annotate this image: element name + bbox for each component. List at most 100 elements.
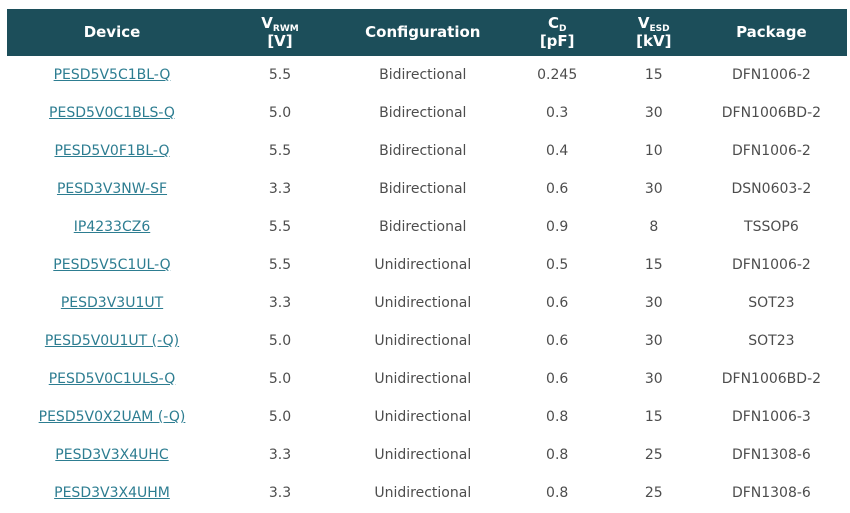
vesd-cell: 10: [611, 132, 696, 170]
device-link[interactable]: PESD5V5C1UL-Q: [53, 257, 171, 273]
cd-cell: 0.8: [502, 398, 612, 436]
device-cell: IP4233CZ6: [7, 208, 217, 246]
device-link[interactable]: PESD5V0C1BLS-Q: [49, 105, 175, 121]
column-header-vesd-symbol: VESD: [637, 14, 670, 35]
device-cell: PESD5V5C1BL-Q: [7, 56, 217, 94]
cd-cell: 0.4: [502, 132, 612, 170]
device-cell: PESD5V0X2UAM (-Q): [7, 398, 217, 436]
device-link[interactable]: PESD5V0F1BL-Q: [54, 143, 170, 159]
device-link[interactable]: PESD3V3X4UHC: [55, 447, 169, 463]
table-row: PESD3V3NW-SF 3.3 Bidirectional 0.6 30 DSN0603…: [7, 170, 847, 208]
cd-cell: 0.245: [502, 56, 612, 94]
cd-cell: 0.5: [502, 246, 612, 284]
device-cell: PESD3V3NW-SF: [7, 170, 217, 208]
package-cell: DFN1308-6: [695, 474, 847, 512]
device-cell: PESD5V0C1ULS-Q: [7, 360, 217, 398]
package-cell: DFN1006-2: [695, 56, 847, 94]
cd-cell: 0.3: [502, 94, 612, 132]
device-cell: PESD5V0C1BLS-Q: [7, 94, 217, 132]
package-cell: DFN1006BD-2: [695, 94, 847, 132]
column-header-package-label: Package: [736, 22, 807, 41]
configuration-cell: Bidirectional: [343, 208, 503, 246]
vesd-cell: 15: [611, 56, 696, 94]
column-header-vesd: VESD [kV]: [611, 9, 696, 56]
vrwm-cell: 5.0: [217, 94, 343, 132]
package-cell: DSN0603-2: [695, 170, 847, 208]
device-link[interactable]: PESD3V3NW-SF: [56, 181, 168, 197]
vesd-cell: 15: [611, 246, 696, 284]
device-link[interactable]: PESD5V0U1UT (-Q): [44, 333, 180, 349]
configuration-cell: Unidirectional: [343, 436, 503, 474]
configuration-cell: Bidirectional: [343, 170, 503, 208]
vesd-cell: 30: [611, 170, 696, 208]
table-body: PESD5V5C1BL-Q 5.5 Bidirectional 0.245 15 DFN1…: [7, 56, 847, 512]
package-cell: SOT23: [695, 322, 847, 360]
cd-cell: 0.9: [502, 208, 612, 246]
vesd-cell: 30: [611, 94, 696, 132]
vrwm-cell: 5.5: [217, 56, 343, 94]
table-row: PESD5V0X2UAM (-Q) 5.0 Unidirectional 0.8 15 D…: [7, 398, 847, 436]
device-cell: PESD3V3X4UHM: [7, 474, 217, 512]
column-header-package: Package: [695, 9, 847, 56]
configuration-cell: Unidirectional: [343, 284, 503, 322]
column-header-configuration: Configuration: [343, 9, 503, 56]
device-link[interactable]: IP4233CZ6: [73, 219, 151, 235]
cd-cell: 0.6: [502, 322, 612, 360]
vesd-cell: 8: [611, 208, 696, 246]
column-header-configuration-label: Configuration: [365, 22, 481, 41]
vrwm-cell: 5.0: [217, 360, 343, 398]
vrwm-cell: 5.5: [217, 132, 343, 170]
column-header-vrwm-unit: [V]: [267, 31, 293, 50]
device-selection-table: Device VRWM [V] Configuration CD [pF] VE…: [7, 9, 847, 512]
table-row: PESD3V3U1UT 3.3 Unidirectional 0.6 30 SOT23: [7, 284, 847, 322]
vrwm-cell: 3.3: [217, 436, 343, 474]
table-row: PESD5V0C1BLS-Q 5.0 Bidirectional 0.3 30 DFN10…: [7, 94, 847, 132]
package-cell: TSSOP6: [695, 208, 847, 246]
column-header-cd: CD [pF]: [502, 9, 612, 56]
package-cell: DFN1308-6: [695, 436, 847, 474]
device-cell: PESD3V3U1UT: [7, 284, 217, 322]
header-row: Device VRWM [V] Configuration CD [pF] VE…: [7, 9, 847, 56]
package-cell: DFN1006-2: [695, 246, 847, 284]
device-link[interactable]: PESD5V0C1ULS-Q: [48, 371, 176, 387]
device-link[interactable]: PESD5V0X2UAM (-Q): [38, 409, 186, 425]
configuration-cell: Bidirectional: [343, 132, 503, 170]
configuration-cell: Bidirectional: [343, 94, 503, 132]
vrwm-cell: 5.5: [217, 208, 343, 246]
vesd-cell: 30: [611, 284, 696, 322]
column-header-device: Device: [7, 9, 217, 56]
vesd-cell: 30: [611, 322, 696, 360]
configuration-cell: Unidirectional: [343, 398, 503, 436]
cd-cell: 0.6: [502, 284, 612, 322]
column-header-device-label: Device: [83, 22, 141, 41]
vrwm-cell: 3.3: [217, 474, 343, 512]
package-cell: DFN1006-2: [695, 132, 847, 170]
package-cell: DFN1006BD-2: [695, 360, 847, 398]
package-cell: DFN1006-3: [695, 398, 847, 436]
column-header-cd-unit: [pF]: [539, 31, 575, 50]
device-link[interactable]: PESD3V3U1UT: [60, 295, 164, 311]
vesd-cell: 25: [611, 474, 696, 512]
cd-cell: 0.8: [502, 474, 612, 512]
cd-cell: 0.8: [502, 436, 612, 474]
device-cell: PESD3V3X4UHC: [7, 436, 217, 474]
vrwm-cell: 5.5: [217, 246, 343, 284]
table-row: IP4233CZ6 5.5 Bidirectional 0.9 8 TSSOP6: [7, 208, 847, 246]
column-header-vrwm-symbol: VRWM: [261, 14, 299, 35]
vesd-cell: 25: [611, 436, 696, 474]
table-row: PESD5V0F1BL-Q 5.5 Bidirectional 0.4 10 DFN100…: [7, 132, 847, 170]
column-header-cd-symbol: CD: [547, 14, 567, 35]
device-link[interactable]: PESD3V3X4UHM: [54, 485, 170, 501]
column-header-vesd-unit: [kV]: [636, 31, 672, 50]
table-row: PESD3V3X4UHC 3.3 Unidirectional 0.8 25 DFN130…: [7, 436, 847, 474]
column-header-vrwm: VRWM [V]: [217, 9, 343, 56]
vrwm-cell: 3.3: [217, 284, 343, 322]
device-link[interactable]: PESD5V5C1BL-Q: [53, 67, 171, 83]
package-cell: SOT23: [695, 284, 847, 322]
cd-cell: 0.6: [502, 360, 612, 398]
configuration-cell: Bidirectional: [343, 56, 503, 94]
configuration-cell: Unidirectional: [343, 360, 503, 398]
vesd-cell: 30: [611, 360, 696, 398]
vrwm-cell: 5.0: [217, 398, 343, 436]
configuration-cell: Unidirectional: [343, 322, 503, 360]
